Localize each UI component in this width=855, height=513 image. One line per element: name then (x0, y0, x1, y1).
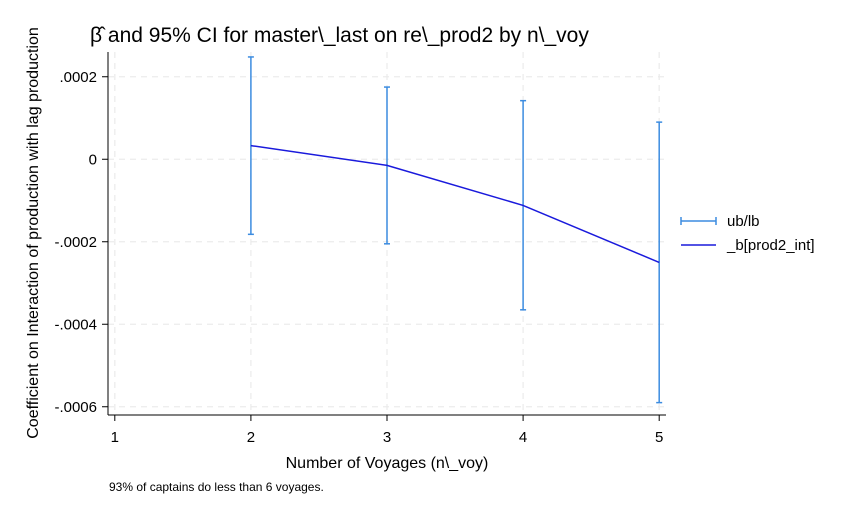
y-tick-label-0: .0002 (59, 69, 97, 86)
plot-area (247, 56, 663, 404)
chart-title: β̂ and 95% CI for master\_last on re\_pr… (90, 24, 589, 47)
chart-note: 93% of captains do less than 6 voyages. (109, 480, 324, 494)
y-axis-title: Coefficient on Interaction of production… (25, 27, 42, 439)
x-tick-label-4: 5 (655, 429, 663, 446)
legend-label-b-prod2-int: _b[prod2_int] (726, 237, 815, 254)
x-tick-label-1: 2 (247, 429, 255, 446)
y-tick-label-2: -.0002 (54, 234, 97, 251)
legend-label-ub-lb: ub/lb (727, 213, 760, 230)
x-axis-title: Number of Voyages (n\_voy) (286, 455, 489, 472)
x-tick-label-2: 3 (383, 429, 391, 446)
legend: ub/lb _b[prod2_int] (680, 213, 815, 254)
coefficient-line (250, 144, 660, 264)
y-tick-label-1: 0 (89, 151, 97, 168)
x-tick-label-0: 1 (111, 429, 119, 446)
y-tick-label-3: -.0004 (54, 316, 97, 333)
axes (102, 52, 666, 421)
x-tick-label-3: 4 (519, 429, 527, 446)
tick-labels: 1 2 3 4 5 .0002 0 -.0002 -.0004 -.0006 (54, 69, 663, 446)
y-tick-label-4: -.0006 (54, 399, 97, 416)
